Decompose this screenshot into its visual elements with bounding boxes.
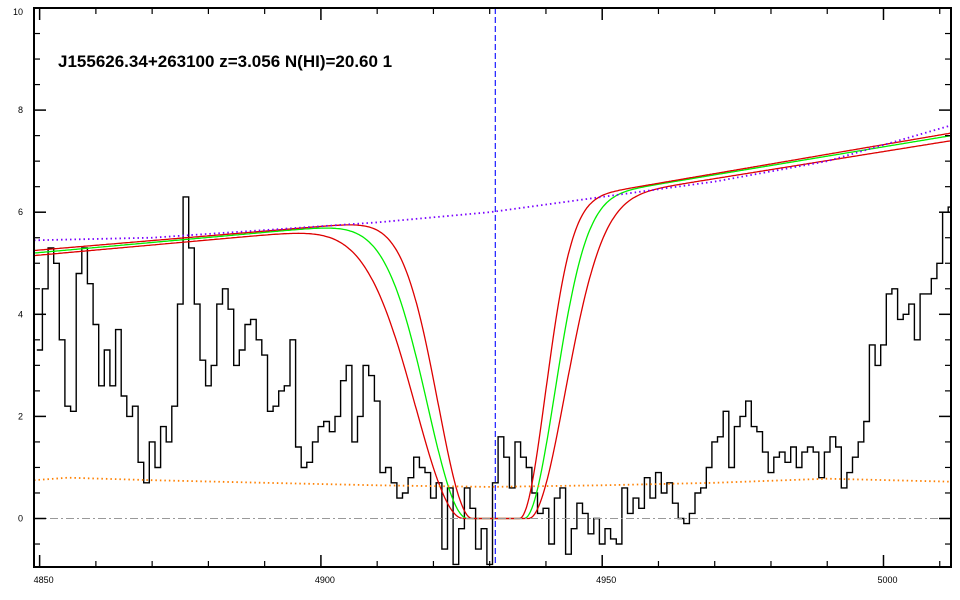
plot-frame	[33, 7, 952, 568]
x-tick-label: 4950	[596, 575, 616, 585]
series-observed-flux-histogram-	[36, 196, 951, 566]
y-tick-label: 4	[18, 309, 23, 319]
axes-layer: 4850 4900 4950 5000 0 2 4 6 8 10	[13, 7, 952, 585]
plot-area	[34, 8, 951, 567]
y-tick-label: 6	[18, 207, 23, 217]
x-tick-label: 4900	[315, 575, 335, 585]
y-tick-label: 2	[18, 411, 23, 421]
x-tick-label: 5000	[877, 575, 897, 585]
series-layer	[34, 8, 951, 567]
y-tick-label: 0	[18, 514, 23, 524]
series-fit-lower-bound	[34, 140, 951, 520]
y-tick-label: 10	[13, 7, 23, 17]
chart-title: J155626.34+263100 z=3.056 N(HI)=20.60 1	[58, 52, 392, 71]
x-tick-label: 4850	[34, 575, 54, 585]
y-tick-label: 8	[18, 105, 23, 115]
